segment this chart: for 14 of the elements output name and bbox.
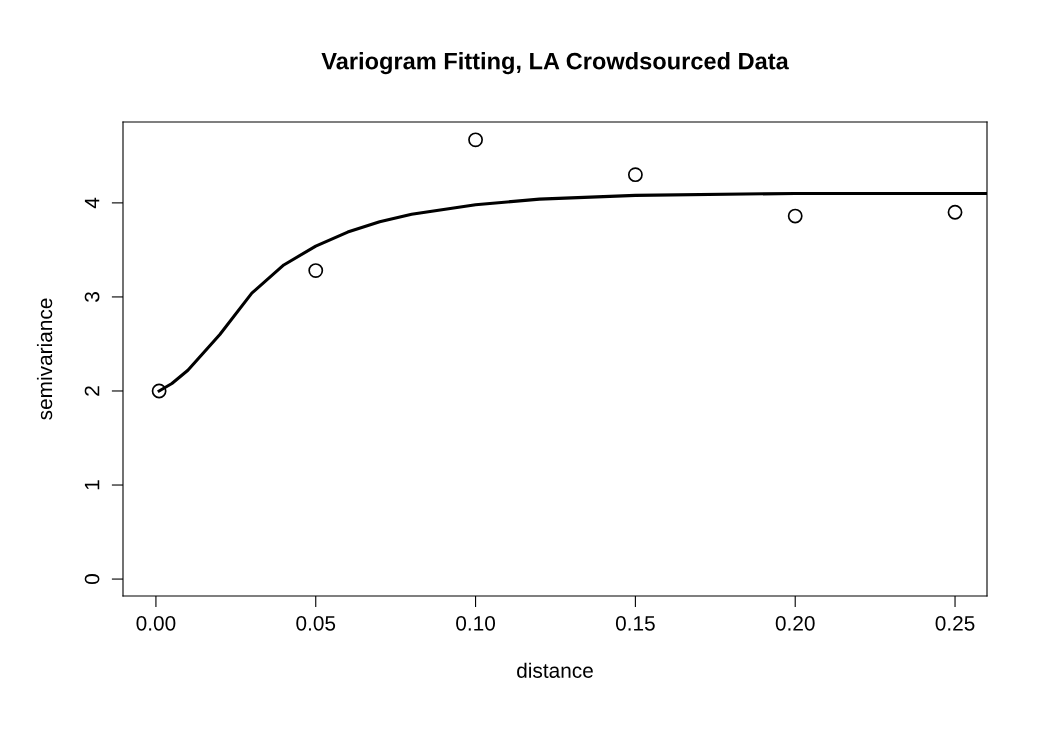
x-tick-label: 0.05 <box>296 615 336 631</box>
x-tick-label: 0.10 <box>456 615 496 631</box>
y-tick-label: 3 <box>84 292 100 302</box>
x-tick-label: 0.20 <box>775 615 815 631</box>
y-tick-label: 1 <box>84 480 100 490</box>
chart-title: Variogram Fitting, LA Crowdsourced Data <box>321 52 789 75</box>
y-tick-label: 4 <box>84 197 100 209</box>
x-axis-title: distance <box>517 662 593 678</box>
x-tick-label: 0.15 <box>615 615 655 631</box>
y-tick-label: 2 <box>84 386 100 396</box>
x-tick-label: 0.25 <box>935 615 975 631</box>
y-tick-label: 0 <box>84 574 100 585</box>
y-axis-title: semivariance <box>36 298 53 420</box>
x-tick-label: 0.00 <box>136 615 176 631</box>
